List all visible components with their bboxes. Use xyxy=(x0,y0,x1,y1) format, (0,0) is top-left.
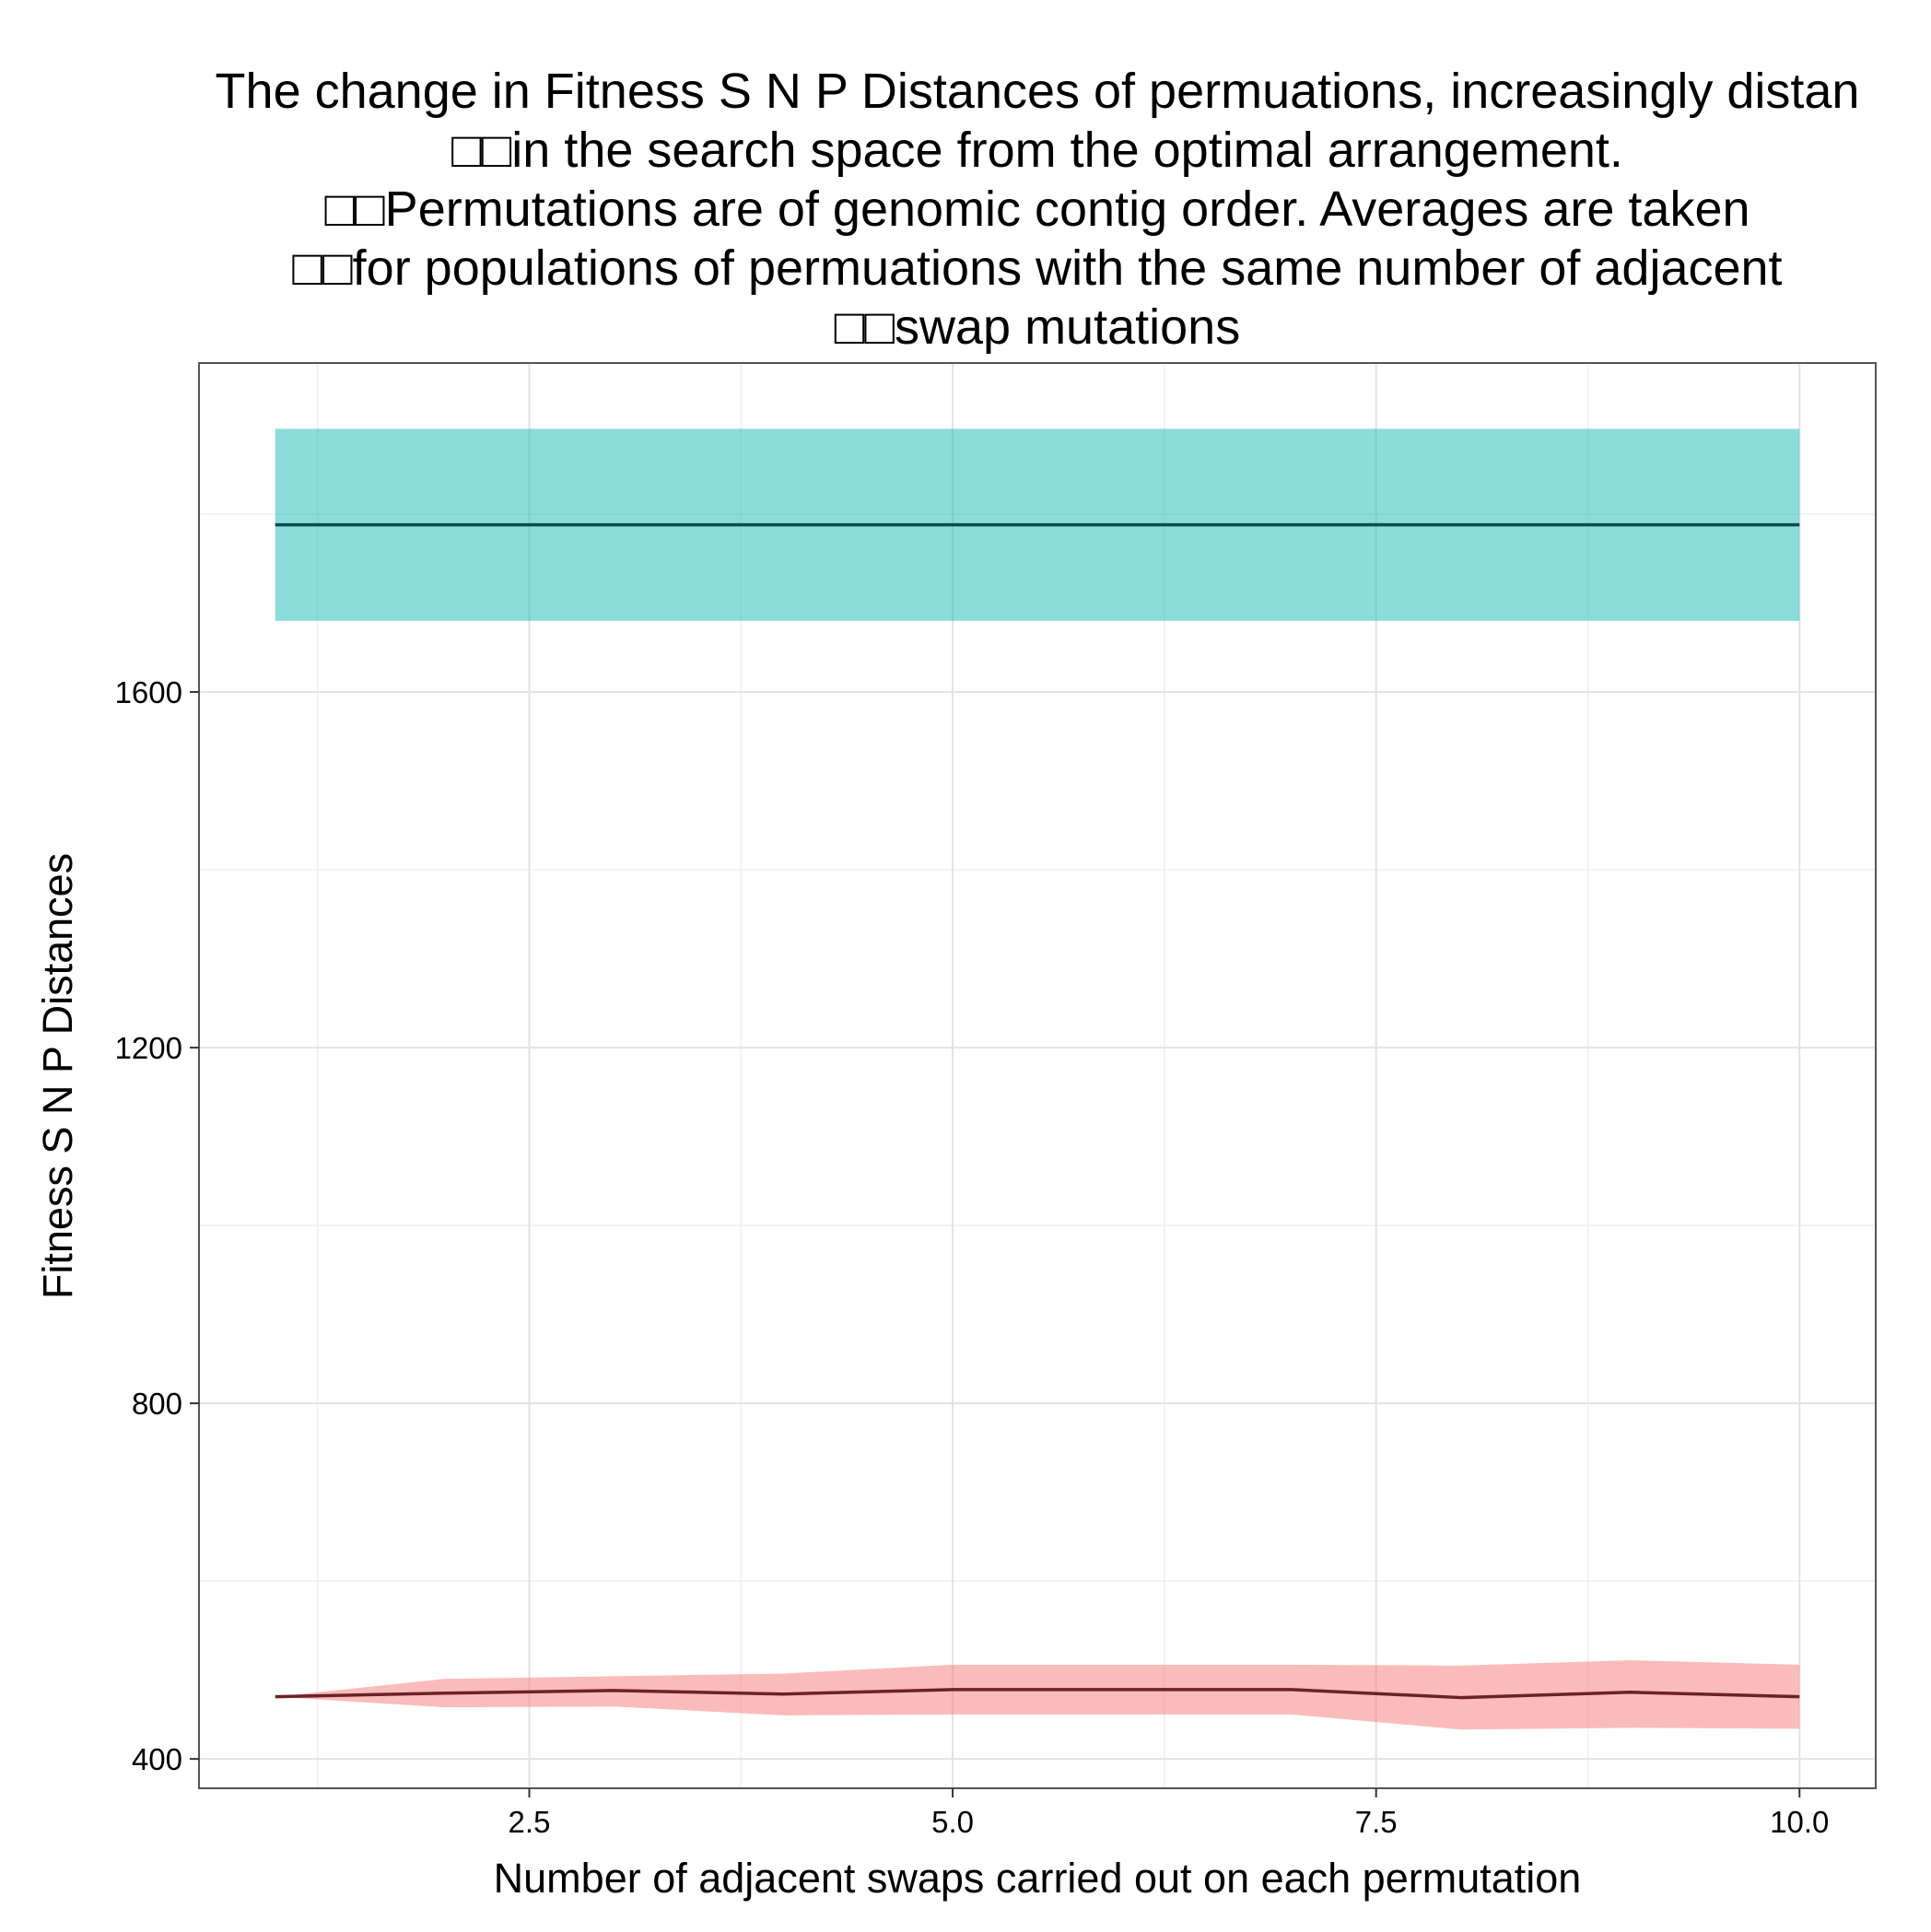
x-axis: 2.5 5.0 7.5 10.0 xyxy=(509,1788,1829,1839)
title-line-4: □□for populations of permuations with th… xyxy=(292,240,1782,296)
x-axis-title: Number of adjacent swaps carried out on … xyxy=(494,1855,1582,1902)
title-line-5: □□swap mutations xyxy=(835,299,1240,355)
series-lines xyxy=(275,522,1800,1700)
series-2-band xyxy=(275,1660,1800,1730)
y-tick-label: 1200 xyxy=(115,1031,182,1065)
x-tick-label: 5.0 xyxy=(931,1805,974,1839)
chart-title: The change in Fitness S N P Distances of… xyxy=(216,64,1860,355)
title-line-1: The change in Fitness S N P Distances of… xyxy=(216,64,1860,119)
title-line-3: □□Permutations are of genomic contig ord… xyxy=(324,181,1750,237)
x-tick-label: 7.5 xyxy=(1355,1805,1398,1839)
y-tick-label: 400 xyxy=(132,1742,182,1776)
y-axis-title: Fitness S N P Distances xyxy=(34,853,81,1299)
series-2-line xyxy=(275,1688,1800,1700)
y-axis: 400 800 1200 1600 xyxy=(115,675,199,1776)
title-line-2: □□in the search space from the optimal a… xyxy=(451,123,1623,178)
x-tick-label: 10.0 xyxy=(1770,1805,1829,1839)
y-tick-label: 1600 xyxy=(115,675,182,709)
x-tick-label: 2.5 xyxy=(509,1805,551,1839)
y-tick-label: 800 xyxy=(132,1387,182,1421)
plot-panel-border xyxy=(198,362,1877,1789)
